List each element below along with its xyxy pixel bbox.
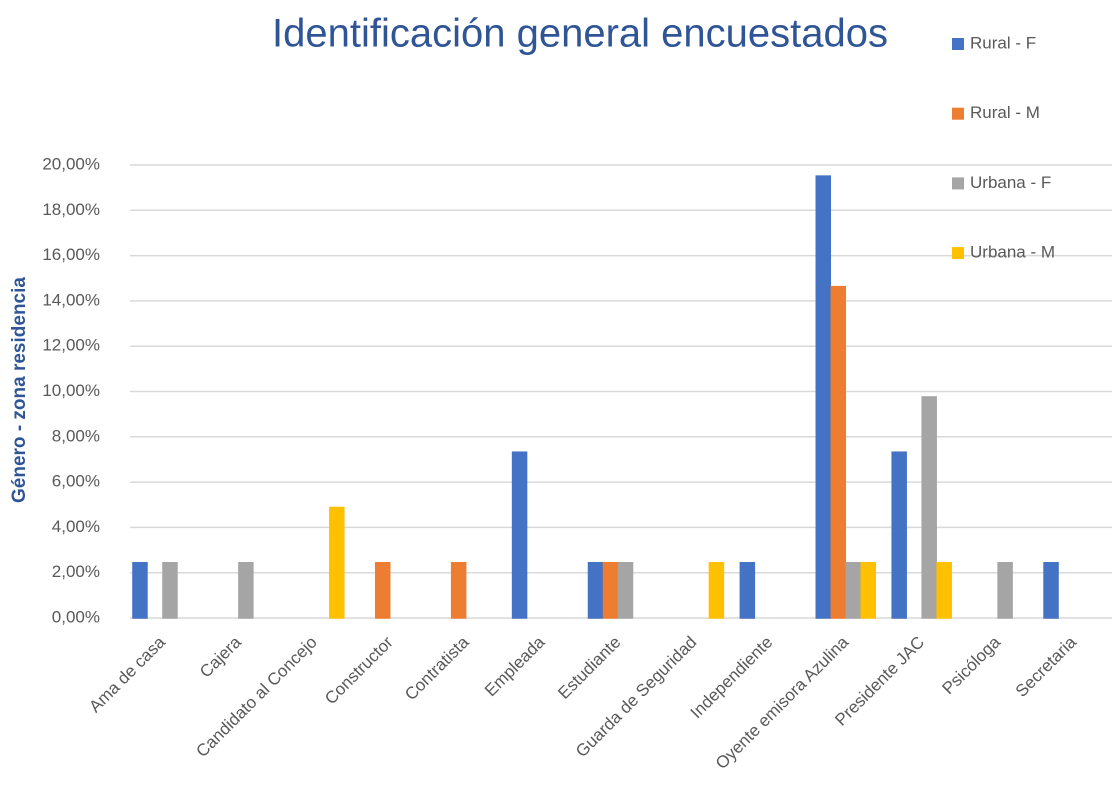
legend-label: Urbana - F xyxy=(970,173,1051,192)
bar xyxy=(587,561,604,619)
y-tick-label: 18,00% xyxy=(42,200,100,219)
bar xyxy=(329,506,345,619)
legend-swatch xyxy=(952,247,964,260)
y-tick-label: 6,00% xyxy=(52,472,100,491)
legend-label: Urbana - M xyxy=(970,243,1055,262)
bar xyxy=(845,561,862,619)
bar xyxy=(891,451,907,619)
bar xyxy=(830,285,847,619)
bar xyxy=(450,561,467,619)
bar xyxy=(815,175,832,619)
y-tick-label: 4,00% xyxy=(52,517,100,536)
legend-swatch xyxy=(952,107,964,120)
y-tick-label: 12,00% xyxy=(42,336,100,355)
chart-title: Identificación general encuestados xyxy=(272,12,888,56)
bar xyxy=(708,561,725,619)
bar xyxy=(602,561,619,619)
bar xyxy=(739,561,756,619)
legend-swatch xyxy=(952,38,964,50)
bar xyxy=(997,561,1013,619)
legend-label: Rural - M xyxy=(970,103,1040,122)
legend-label: Rural - F xyxy=(970,33,1036,52)
y-tick-label: 20,00% xyxy=(42,154,100,173)
bar xyxy=(860,561,877,619)
bar xyxy=(921,396,937,619)
y-tick-label: 8,00% xyxy=(52,426,100,445)
bar xyxy=(936,561,952,619)
y-tick-label: 10,00% xyxy=(42,381,100,400)
x-tick-label: Psicóloga xyxy=(939,632,1005,698)
x-tick-label: Contratista xyxy=(401,632,473,704)
x-tick-label: Secretaria xyxy=(1012,632,1081,701)
bar xyxy=(132,561,148,619)
bar xyxy=(238,561,254,619)
x-tick-label: Empleada xyxy=(481,632,549,700)
bar xyxy=(374,561,391,619)
x-tick-label: Oyente emisora Azulina xyxy=(712,632,853,773)
bar xyxy=(511,451,528,619)
y-tick-label: 14,00% xyxy=(42,290,100,309)
y-tick-label: 16,00% xyxy=(42,245,100,264)
bar xyxy=(1043,561,1059,619)
x-tick-label: Cajera xyxy=(196,632,245,681)
y-tick-label: 0,00% xyxy=(52,607,100,626)
y-tick-label: 2,00% xyxy=(52,562,100,581)
bar xyxy=(617,561,634,619)
bar xyxy=(162,561,178,619)
x-tick-label: Estudiante xyxy=(554,633,624,703)
x-tick-label: Ama de casa xyxy=(85,632,169,716)
x-tick-label: Constructor xyxy=(321,632,397,708)
legend-swatch xyxy=(952,177,964,190)
y-axis-label: Género - zona residencia xyxy=(9,277,30,503)
